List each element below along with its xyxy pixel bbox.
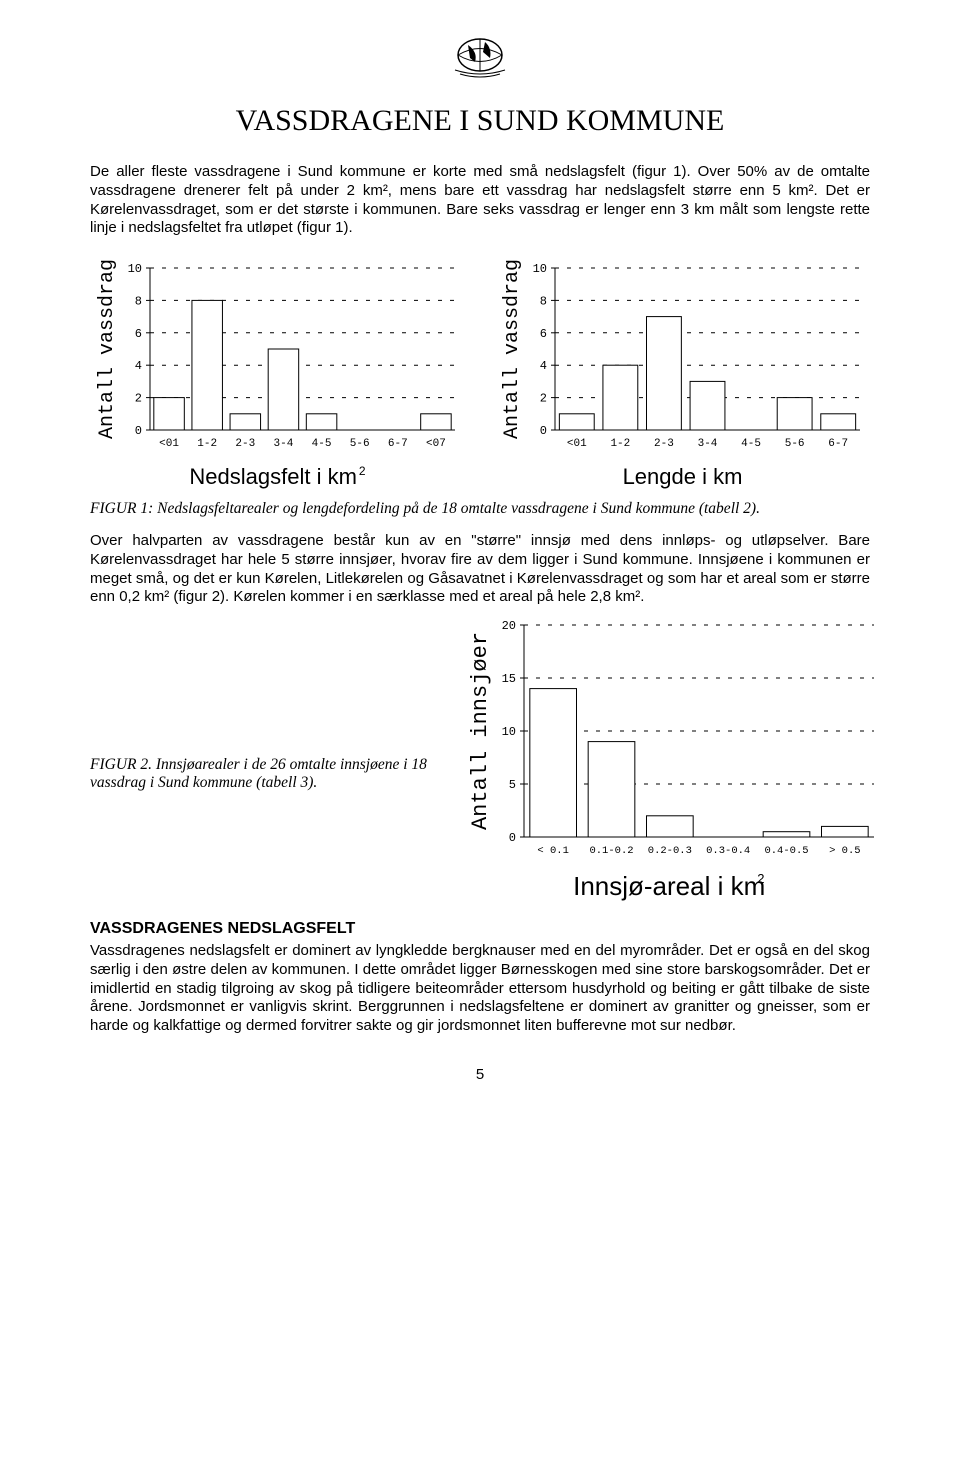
svg-text:3-4: 3-4	[274, 438, 294, 450]
chart-innsjoareal: 0 5 10 15 20 < 0.1 0.1-0.2 0.2-0.3 0.3-0.4 0.4-0.…	[459, 615, 879, 869]
figure-2-caption: FIGUR 2. Innsjøarealer i de 26 omtalte i…	[90, 756, 449, 792]
svg-text:< 0.1: < 0.1	[537, 845, 569, 857]
svg-text:3-4: 3-4	[698, 438, 718, 450]
section-heading: VASSDRAGENES NEDSLAGSFELT	[90, 920, 870, 938]
svg-text:6-7: 6-7	[388, 438, 408, 450]
svg-text:10: 10	[128, 262, 142, 276]
page-number: 5	[90, 1066, 870, 1083]
svg-text:6: 6	[135, 327, 142, 341]
chart1-xlabel: Nedslagsfelt i km2	[90, 464, 465, 490]
chart3-xlabel: Innsjø-areal i km2	[459, 871, 879, 902]
figure-2-row: FIGUR 2. Innsjøarealer i de 26 omtalte i…	[90, 615, 870, 902]
svg-text:0: 0	[509, 831, 516, 845]
svg-text:4-5: 4-5	[312, 438, 332, 450]
svg-text:1-2: 1-2	[610, 438, 630, 450]
paragraph-1: De aller fleste vassdragene i Sund kommu…	[90, 163, 870, 238]
svg-text:15: 15	[501, 672, 515, 686]
figure-1-caption: FIGUR 1: Nedslagsfeltarealer og lengdefo…	[90, 500, 870, 518]
svg-text:4-5: 4-5	[741, 438, 761, 450]
svg-text:1-2: 1-2	[197, 438, 217, 450]
svg-text:Antall innsjøer: Antall innsjøer	[468, 632, 493, 830]
svg-text:6-7: 6-7	[828, 438, 848, 450]
header-logo	[90, 30, 870, 84]
svg-text:8: 8	[135, 294, 142, 308]
svg-text:0: 0	[135, 424, 142, 438]
svg-text:5-6: 5-6	[350, 438, 370, 450]
svg-text:Antall vassdrag: Antall vassdrag	[96, 259, 119, 439]
svg-text:8: 8	[540, 294, 547, 308]
svg-text:2-3: 2-3	[235, 438, 255, 450]
figure-1-charts: 0 2 4 6 8 10 <01 1-2 2-3 3-4 4-5 5-6 6-7 <07 Antall va…	[90, 258, 870, 490]
svg-text:<07: <07	[426, 438, 446, 450]
svg-text:2: 2	[540, 392, 547, 406]
svg-text:4: 4	[540, 359, 547, 373]
page-title: VASSDRAGENE I SUND KOMMUNE	[90, 104, 870, 138]
svg-text:4: 4	[135, 359, 142, 373]
chart-lengde: 0 2 4 6 8 10 <01 1-2 2-3 3-4 4-5 5-6 6-7 Antall vassd…	[495, 258, 870, 462]
svg-text:5: 5	[509, 778, 516, 792]
svg-text:5-6: 5-6	[785, 438, 805, 450]
svg-text:0: 0	[540, 424, 547, 438]
paragraph-2: Over halvparten av vassdragene består ku…	[90, 532, 870, 607]
chart-nedslagsfelt: 0 2 4 6 8 10 <01 1-2 2-3 3-4 4-5 5-6 6-7 <07 Antall va…	[90, 258, 465, 462]
chart2-xlabel: Lengde i km	[495, 464, 870, 490]
svg-text:2-3: 2-3	[654, 438, 674, 450]
svg-text:0.1-0.2: 0.1-0.2	[589, 845, 633, 857]
svg-text:Antall vassdrag: Antall vassdrag	[501, 259, 524, 439]
svg-text:0.2-0.3: 0.2-0.3	[648, 845, 692, 857]
svg-text:2: 2	[135, 392, 142, 406]
paragraph-3: Vassdragenes nedslagsfelt er dominert av…	[90, 942, 870, 1036]
svg-text:6: 6	[540, 327, 547, 341]
svg-text:10: 10	[501, 725, 515, 739]
svg-text:20: 20	[501, 619, 515, 633]
svg-text:0.4-0.5: 0.4-0.5	[764, 845, 808, 857]
svg-text:10: 10	[533, 262, 547, 276]
svg-text:> 0.5: > 0.5	[829, 845, 861, 857]
svg-text:<01: <01	[567, 438, 587, 450]
svg-text:0.3-0.4: 0.3-0.4	[706, 845, 750, 857]
svg-text:<01: <01	[159, 438, 179, 450]
